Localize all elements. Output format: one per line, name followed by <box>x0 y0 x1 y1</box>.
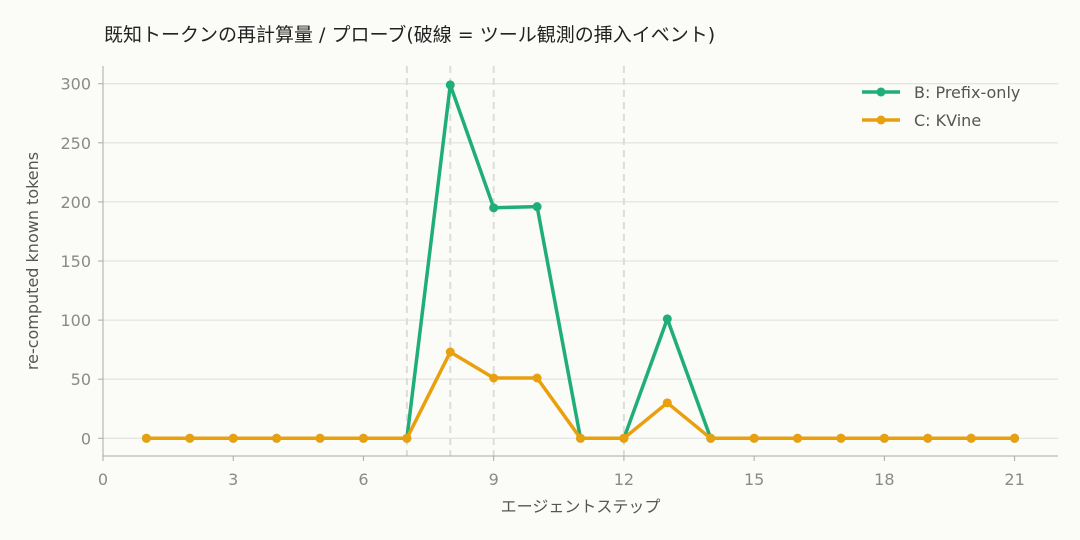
y-tick-label: 150 <box>60 252 91 271</box>
data-point <box>966 433 976 443</box>
x-tick-label: 3 <box>228 470 238 489</box>
data-point <box>315 433 325 443</box>
x-tick-label: 18 <box>874 470 894 489</box>
legend-label: C: KVine <box>914 111 981 130</box>
data-point <box>576 433 585 443</box>
data-point <box>1010 433 1020 443</box>
x-ticks: 0 3 6 9 12 15 18 21 <box>98 456 1025 489</box>
data-point <box>706 433 716 443</box>
data-point <box>272 433 282 443</box>
y-tick-label: 300 <box>60 75 91 94</box>
data-point <box>923 433 933 443</box>
y-ticks: 0 50 100 150 200 250 300 <box>60 75 103 448</box>
data-point <box>793 433 803 443</box>
data-point <box>141 433 151 443</box>
data-point <box>662 314 672 324</box>
x-tick-label: 0 <box>98 470 108 489</box>
data-point <box>445 347 455 357</box>
data-point <box>445 80 455 90</box>
y-tick-label: 0 <box>81 429 91 448</box>
series-line-0 <box>146 83 1015 441</box>
y-axis-label: re-computed known tokens <box>23 152 42 370</box>
data-point <box>879 433 889 443</box>
x-tick-label: 15 <box>744 470 764 489</box>
data-point <box>402 433 412 443</box>
data-point <box>749 433 759 443</box>
data-point <box>532 202 542 212</box>
x-axis-label: エージェントステップ <box>501 497 661 516</box>
y-tick-label: 100 <box>60 311 91 330</box>
data-point <box>619 433 629 443</box>
data-point <box>836 433 846 443</box>
x-tick-label: 21 <box>1004 470 1024 489</box>
legend-marker <box>876 115 886 125</box>
grid <box>103 83 1058 439</box>
event-lines <box>405 66 625 456</box>
data-point <box>228 433 238 443</box>
x-tick-label: 9 <box>489 470 499 489</box>
x-tick-label: 12 <box>614 470 634 489</box>
series-group <box>141 80 1020 443</box>
legend-label: B: Prefix-only <box>914 83 1020 102</box>
data-point <box>185 433 195 443</box>
data-point <box>662 398 672 408</box>
legend: B: Prefix-only C: KVine <box>862 83 1020 130</box>
data-point <box>489 203 499 213</box>
legend-marker <box>876 87 886 97</box>
y-tick-label: 200 <box>60 193 91 212</box>
x-tick-label: 6 <box>358 470 368 489</box>
data-point <box>532 373 542 383</box>
y-tick-label: 50 <box>71 370 91 389</box>
data-point <box>489 373 499 383</box>
data-point <box>358 433 368 443</box>
chart-title: 既知トークンの再計算量 / プローブ(破線 = ツール観測の挿入イベント) <box>104 23 715 46</box>
series-line-1 <box>146 350 1015 441</box>
y-tick-label: 250 <box>60 134 91 153</box>
